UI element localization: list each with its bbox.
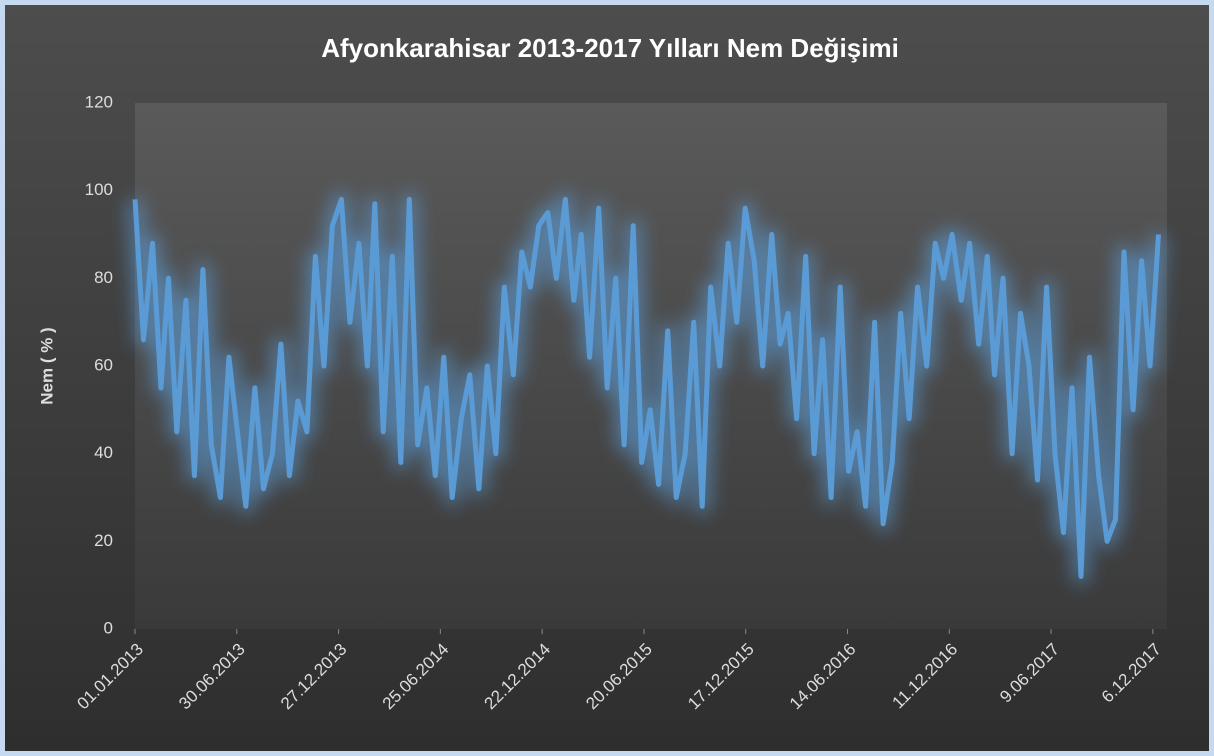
y-tick-label: 80 — [94, 268, 113, 287]
y-tick-label: 40 — [94, 443, 113, 462]
y-tick-label: 0 — [104, 618, 113, 637]
y-tick-label: 100 — [85, 180, 113, 199]
chart-title: Afyonkarahisar 2013-2017 Yılları Nem Değ… — [321, 33, 899, 63]
line — [132, 196, 1161, 579]
y-tick-label: 60 — [94, 355, 113, 374]
y-axis-label: Nem ( % ) — [37, 327, 56, 404]
y-tick-label: 20 — [94, 531, 113, 550]
y-tick-label: 120 — [85, 92, 113, 111]
